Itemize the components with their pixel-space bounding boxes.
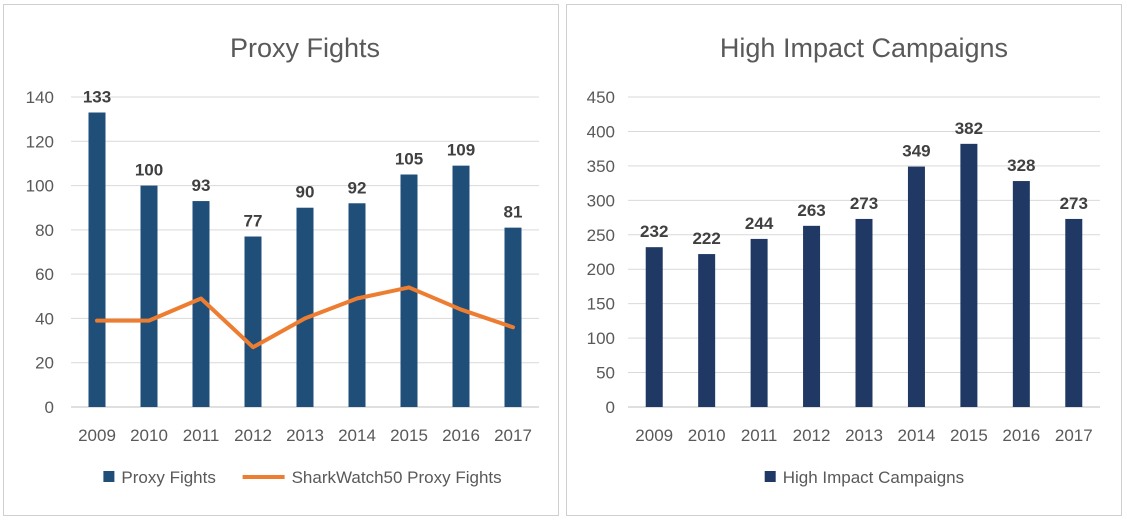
data-label: 92 — [348, 178, 367, 197]
bar — [88, 112, 106, 407]
x-tick-label: 2010 — [688, 426, 726, 445]
legend-label: High Impact Campaigns — [783, 468, 964, 487]
data-label: 273 — [850, 194, 878, 213]
bar — [960, 143, 978, 407]
y-tick-label: 400 — [587, 122, 615, 141]
data-label: 244 — [745, 214, 774, 233]
bar — [452, 165, 470, 407]
data-label: 90 — [296, 183, 315, 202]
x-tick-label: 2017 — [1055, 426, 1093, 445]
y-tick-label: 350 — [587, 157, 615, 176]
y-tick-label: 0 — [45, 398, 54, 417]
bar — [296, 207, 314, 407]
x-tick-label: 2016 — [1002, 426, 1040, 445]
data-label: 81 — [504, 203, 523, 222]
bar — [855, 218, 873, 407]
bar — [400, 174, 418, 407]
bar — [504, 227, 522, 407]
data-label: 105 — [395, 150, 423, 169]
y-tick-label: 150 — [587, 295, 615, 314]
bar — [907, 166, 925, 407]
x-tick-label: 2014 — [338, 426, 376, 445]
x-tick-label: 2013 — [845, 426, 883, 445]
bar — [1012, 181, 1030, 407]
y-tick-label: 60 — [35, 265, 54, 284]
data-label: 328 — [1007, 156, 1035, 175]
x-tick-label: 2012 — [234, 426, 272, 445]
x-tick-label: 2011 — [183, 426, 220, 445]
x-tick-label: 2010 — [130, 426, 168, 445]
bar — [140, 185, 158, 407]
legend-label: SharkWatch50 Proxy Fights — [292, 468, 502, 487]
bar — [803, 225, 821, 407]
high-impact-campaigns-chart: High Impact Campaigns 0 50 100 150 200 250 300 3… — [587, 33, 1100, 487]
y-tick-label: 200 — [587, 260, 615, 279]
data-label: 133 — [83, 88, 111, 107]
legend-swatch-bar — [103, 471, 115, 482]
y-tick-label: 100 — [587, 329, 615, 348]
proxy-fights-chart: Proxy Fights 0 20 40 60 80 100 120 140 2009 2010 20… — [26, 33, 539, 487]
data-label: 232 — [640, 222, 668, 241]
proxy-fights-chart-panel: Proxy Fights 0 20 40 60 80 100 120 140 2009 2010 20… — [3, 4, 559, 516]
bar — [645, 247, 663, 407]
data-label: 382 — [955, 119, 983, 138]
chart-title: Proxy Fights — [230, 33, 380, 63]
y-tick-label: 100 — [26, 177, 54, 196]
x-tick-label: 2017 — [494, 426, 532, 445]
y-tick-label: 450 — [587, 88, 615, 107]
x-tick-label: 2009 — [78, 426, 116, 445]
x-tick-label: 2015 — [390, 426, 428, 445]
y-tick-label: 140 — [26, 88, 54, 107]
data-label: 109 — [447, 141, 475, 160]
x-tick-label: 2011 — [741, 426, 778, 445]
bar — [1065, 218, 1083, 407]
legend-swatch-bar — [764, 471, 776, 482]
x-tick-label: 2013 — [286, 426, 324, 445]
y-tick-label: 250 — [587, 226, 615, 245]
y-tick-label: 50 — [596, 364, 615, 383]
bar — [750, 238, 768, 407]
bar — [348, 203, 366, 407]
legend-label: Proxy Fights — [121, 468, 215, 487]
data-label: 263 — [797, 201, 825, 220]
y-tick-label: 120 — [26, 132, 54, 151]
bar — [192, 201, 210, 407]
data-label: 349 — [902, 142, 930, 161]
y-tick-label: 0 — [606, 398, 615, 417]
data-label: 222 — [692, 229, 720, 248]
y-tick-label: 80 — [35, 221, 54, 240]
y-tick-label: 20 — [35, 354, 54, 373]
bar — [244, 236, 262, 407]
x-tick-label: 2015 — [950, 426, 988, 445]
high-impact-campaigns-chart-panel: High Impact Campaigns 0 50 100 150 200 250 300 3… — [566, 4, 1122, 516]
bar — [698, 254, 716, 407]
x-tick-label: 2016 — [442, 426, 480, 445]
y-tick-label: 40 — [35, 309, 54, 328]
x-tick-label: 2014 — [898, 426, 936, 445]
data-label: 77 — [244, 212, 263, 231]
data-label: 93 — [192, 176, 211, 195]
x-tick-label: 2009 — [635, 426, 673, 445]
data-label: 100 — [135, 161, 163, 180]
x-tick-label: 2012 — [793, 426, 831, 445]
chart-title: High Impact Campaigns — [720, 33, 1008, 63]
data-label: 273 — [1060, 194, 1088, 213]
y-tick-label: 300 — [587, 191, 615, 210]
